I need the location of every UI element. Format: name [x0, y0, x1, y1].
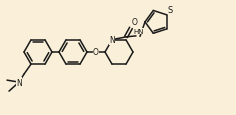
Text: S: S	[168, 6, 173, 15]
Text: O: O	[93, 48, 99, 57]
Text: N: N	[109, 36, 115, 45]
Text: HN: HN	[133, 29, 144, 35]
Text: O: O	[132, 18, 138, 27]
Text: N: N	[16, 78, 22, 87]
